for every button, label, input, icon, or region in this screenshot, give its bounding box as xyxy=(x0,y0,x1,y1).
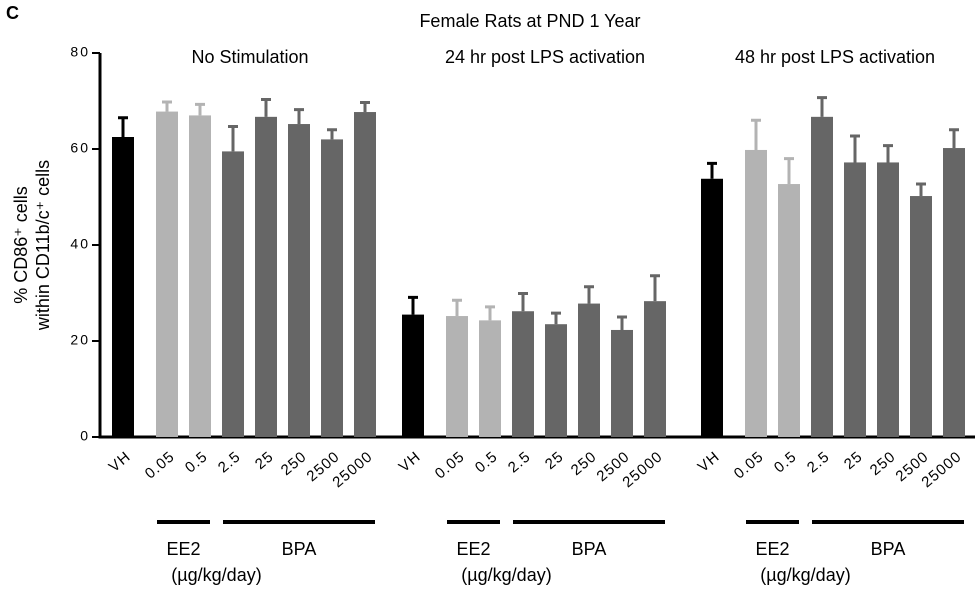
x-tick-label: 2.5 xyxy=(215,448,244,476)
unit-label: (µg/kg/day) xyxy=(171,565,261,585)
bar xyxy=(112,137,134,437)
bar xyxy=(578,303,600,437)
bar xyxy=(189,115,211,438)
x-tick-label: 25 xyxy=(542,448,567,473)
bar xyxy=(402,314,424,437)
bar xyxy=(778,184,800,437)
x-tick-label: 0.5 xyxy=(472,448,501,476)
y-axis-label: % CD86⁺ cells xyxy=(11,186,31,304)
error-bar xyxy=(360,100,370,113)
group-title: 48 hr post LPS activation xyxy=(735,47,935,67)
bar xyxy=(745,149,767,437)
bar xyxy=(877,162,899,437)
error-bar xyxy=(650,274,660,302)
group-title: 24 hr post LPS activation xyxy=(445,47,645,67)
unit-label: (µg/kg/day) xyxy=(461,565,551,585)
bar xyxy=(446,316,468,437)
bar xyxy=(811,116,833,437)
x-tick-label: 0.5 xyxy=(182,448,211,476)
panel-label: C xyxy=(6,3,19,23)
bracket-label: EE2 xyxy=(456,539,490,559)
x-tick-label: 0.5 xyxy=(771,448,800,476)
error-bar xyxy=(883,144,893,163)
error-bar xyxy=(485,305,495,321)
x-tick-label: 0.05 xyxy=(731,448,767,482)
y-tick-label: 60 xyxy=(70,140,90,156)
bar xyxy=(910,196,932,437)
group-title: No Stimulation xyxy=(191,47,308,67)
error-bar xyxy=(817,96,827,117)
bar xyxy=(644,301,666,437)
error-bar xyxy=(195,102,205,116)
bracket-label: EE2 xyxy=(166,539,200,559)
bar xyxy=(512,311,534,437)
error-bar xyxy=(294,108,304,125)
x-tick-label: VH xyxy=(106,448,134,476)
bar xyxy=(479,320,501,437)
bar xyxy=(611,329,633,437)
x-tick-label: 25 xyxy=(252,448,277,473)
bracket-label: BPA xyxy=(282,539,317,559)
y-tick-label: 0 xyxy=(80,428,90,444)
error-bar xyxy=(617,315,627,330)
error-bar xyxy=(452,298,462,317)
error-bar xyxy=(916,182,926,197)
error-bar xyxy=(408,295,418,315)
bar xyxy=(545,324,567,437)
y-tick-label: 40 xyxy=(70,236,90,252)
error-bar xyxy=(784,157,794,185)
x-tick-label: 0.05 xyxy=(432,448,468,482)
error-bar xyxy=(949,128,959,149)
bracket-label: BPA xyxy=(871,539,906,559)
x-tick-label: VH xyxy=(695,448,723,476)
bar xyxy=(701,178,723,437)
error-bar xyxy=(518,291,528,312)
bar xyxy=(288,124,310,437)
x-tick-label: 2.5 xyxy=(505,448,534,476)
bar xyxy=(844,162,866,437)
error-bar xyxy=(751,118,761,150)
bracket-label: BPA xyxy=(572,539,607,559)
error-bar xyxy=(707,161,717,179)
y-axis-label: within CD11b/c⁺ cells xyxy=(33,160,53,331)
bar xyxy=(321,139,343,437)
x-tick-label: VH xyxy=(396,448,424,476)
y-tick-label: 20 xyxy=(70,332,90,348)
x-tick-label: 2.5 xyxy=(804,448,833,476)
error-bar xyxy=(162,100,172,112)
error-bar xyxy=(850,134,860,163)
error-bar xyxy=(551,311,561,325)
x-tick-label: 25 xyxy=(841,448,866,473)
error-bar xyxy=(118,116,128,137)
error-bar xyxy=(261,98,271,117)
y-tick-label: 80 xyxy=(70,44,90,60)
bar xyxy=(156,111,178,437)
error-bar xyxy=(327,128,337,140)
bar xyxy=(943,148,965,438)
bar xyxy=(222,151,244,437)
bar xyxy=(255,116,277,437)
x-tick-label: 0.05 xyxy=(142,448,178,482)
error-bar xyxy=(584,285,594,304)
bracket-label: EE2 xyxy=(755,539,789,559)
bar xyxy=(354,112,376,437)
error-bar xyxy=(228,124,238,152)
unit-label: (µg/kg/day) xyxy=(760,565,850,585)
chart-title: Female Rats at PND 1 Year xyxy=(419,11,640,31)
